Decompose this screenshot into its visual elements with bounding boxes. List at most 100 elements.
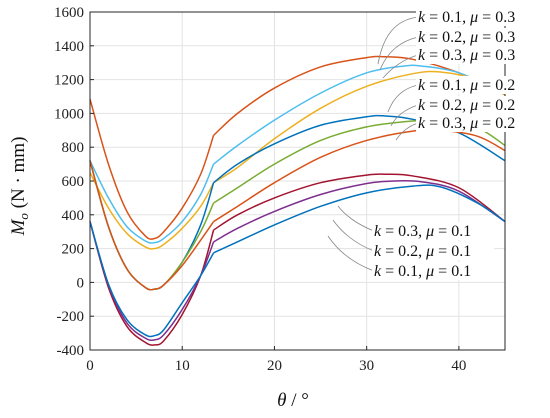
annotation-part: k — [418, 115, 426, 132]
annotation-part: = 0.3 — [478, 9, 515, 26]
annotation-bg — [372, 222, 494, 240]
annotation-label: k = 0.2, μ = 0.1 — [374, 243, 471, 260]
annotation-part: μ — [469, 115, 478, 132]
annotation-bg — [416, 114, 538, 132]
annotation-part: = 0.1, — [381, 263, 426, 280]
y-tick-label: 600 — [62, 174, 85, 190]
annotation-part: μ — [425, 243, 434, 260]
annotation-part: k — [418, 9, 426, 26]
y-tick-label: 1600 — [54, 5, 84, 21]
series-8 — [89, 184, 506, 338]
annotation-part: = 0.2, — [425, 29, 470, 46]
annotation-part: = 0.3 — [478, 29, 515, 46]
annotation-part: = 0.2 — [478, 97, 515, 114]
series-6 — [89, 173, 506, 346]
annotation-label: k = 0.3, μ = 0.2 — [418, 115, 515, 132]
annotation-part: = 0.1 — [434, 263, 471, 280]
y-tick-label: 1400 — [54, 39, 84, 55]
series-line-right — [213, 64, 506, 165]
series-line-left — [89, 221, 215, 346]
annotation-part: = 0.1 — [434, 223, 471, 240]
leader-line — [387, 84, 419, 113]
y-tick-label: 1200 — [54, 73, 84, 89]
leader-line — [382, 54, 419, 79]
y-tick-label: 0 — [77, 275, 85, 291]
annotation-label: k = 0.1, μ = 0.1 — [374, 263, 471, 280]
series-line-left — [89, 221, 215, 338]
leader-line — [332, 219, 375, 252]
y-tick-label: -200 — [57, 309, 85, 325]
annotation-part: μ — [469, 47, 478, 64]
x-tick-label: 0 — [86, 358, 94, 374]
annotation-part: = 0.2 — [478, 115, 515, 132]
y-tick-label: 1000 — [54, 106, 84, 122]
x-tick-label: 10 — [175, 358, 190, 374]
series-5 — [89, 128, 506, 291]
series-line-left — [89, 98, 215, 240]
annotation-part: = 0.2, — [425, 97, 470, 114]
annotation-bg — [416, 8, 538, 26]
annotation-part: μ — [469, 29, 478, 46]
leader-line — [379, 36, 419, 71]
annotation-part: = 0.1, — [425, 77, 470, 94]
annotation-label: k = 0.2, μ = 0.3 — [418, 29, 515, 46]
annotation-part: μ — [469, 77, 478, 94]
series-line-left — [89, 160, 215, 244]
leader-line — [390, 104, 419, 127]
annotation-bg — [416, 96, 538, 114]
y-tick-label: 400 — [62, 208, 85, 224]
leader-line — [327, 235, 375, 272]
annotation-label: k = 0.2, μ = 0.2 — [418, 97, 515, 114]
series-0 — [89, 55, 506, 240]
annotation-leaders — [327, 16, 419, 272]
y-axis-label: Mo (N · mm) — [8, 137, 31, 237]
annotation-part: k — [418, 47, 426, 64]
annotation-part: μ — [469, 97, 478, 114]
annotation-part: = 0.2, — [381, 243, 426, 260]
y-tick-label: 800 — [62, 140, 85, 156]
y-tick-label: 200 — [62, 242, 85, 258]
annotation-part: μ — [425, 263, 434, 280]
annotation-part: k — [418, 97, 426, 114]
leader-line — [337, 205, 375, 232]
annotation-label: k = 0.3, μ = 0.1 — [374, 223, 471, 240]
y-axis-subscript: o — [16, 213, 31, 220]
ticks: 0 10 20 30 40 -400 -200 0 200 400 600 800 1000 1200 14… — [54, 5, 466, 374]
leader-line — [377, 16, 419, 65]
annotation-part: k — [374, 223, 382, 240]
y-axis-symbol: M — [8, 218, 29, 236]
series-line-left — [89, 160, 215, 291]
annotation-label: k = 0.3, μ = 0.3 — [418, 47, 515, 64]
x-tick-label: 40 — [451, 358, 466, 374]
series-line-right — [213, 173, 506, 231]
series-line-right — [213, 184, 506, 254]
leader-line — [395, 122, 419, 141]
annotation-part: = 0.1, — [425, 9, 470, 26]
annotation-bg — [372, 242, 494, 260]
annotation-part: = 0.2 — [478, 77, 515, 94]
annotation-part: k — [374, 243, 382, 260]
annotation-bg — [416, 28, 538, 46]
series-1 — [89, 64, 506, 244]
series-line-right — [213, 179, 506, 243]
y-tick-label: -400 — [57, 343, 85, 359]
annotation-bg — [372, 262, 494, 280]
annotation-label: k = 0.1, μ = 0.2 — [418, 77, 515, 94]
x-axis-unit: / ° — [286, 390, 308, 411]
annotation-part: = 0.3, — [381, 223, 426, 240]
annotation-bg — [416, 46, 538, 64]
annotation-part: μ — [469, 9, 478, 26]
annotation-part: = 0.3, — [425, 47, 470, 64]
annotation-part: = 0.1 — [434, 243, 471, 260]
annotation-part: = 0.3 — [478, 47, 515, 64]
series-line-left — [89, 172, 215, 250]
series-line-right — [213, 128, 506, 223]
annotation-part: k — [418, 77, 426, 94]
x-axis-label: θ / ° — [277, 390, 309, 411]
annotations: k = 0.1, μ = 0.3k = 0.2, μ = 0.3k = 0.3,… — [372, 8, 538, 280]
annotation-part: k — [418, 29, 426, 46]
x-axis-symbol: θ — [277, 390, 286, 411]
annotation-label: k = 0.1, μ = 0.3 — [418, 9, 515, 26]
series-line-right — [213, 55, 506, 136]
